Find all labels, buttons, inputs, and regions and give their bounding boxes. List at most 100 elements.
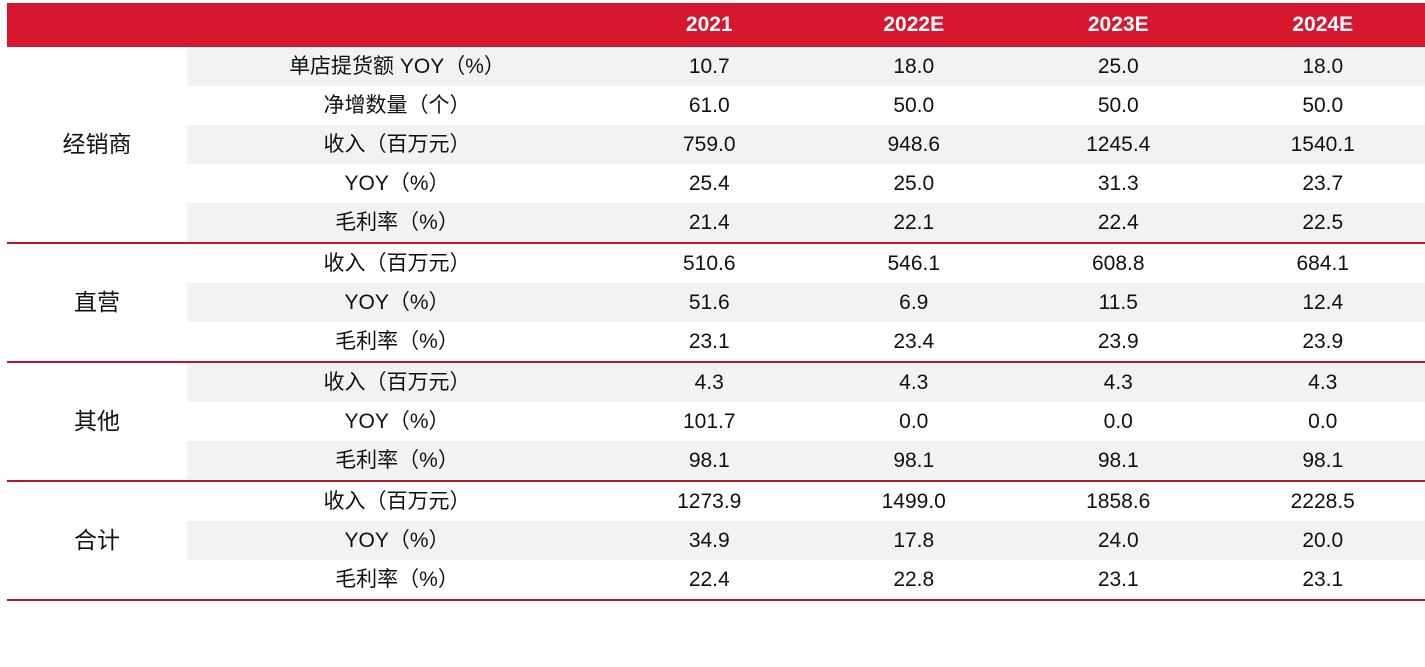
- value-cell: 25.0: [893, 172, 935, 195]
- value-cell: 23.1: [1302, 568, 1344, 591]
- metric-label: 净增数量（个）: [323, 94, 471, 117]
- metric-label: 单店提货额 YOY（%）: [187, 47, 607, 86]
- value-cell: 24.0: [1016, 521, 1221, 560]
- metric-label: 收入（百万元）: [323, 252, 471, 275]
- value-cell: 22.8: [893, 568, 935, 591]
- table-row: 直营 收入（百万元） 510.6 546.1 608.8 684.1: [7, 243, 1425, 362]
- table-row: 收入（百万元） 759.0 948.6 1245.4 1540.1: [7, 125, 1425, 164]
- value-cell: 101.7: [682, 410, 736, 433]
- table-row: YOY（%） 34.9 17.8 24.0 20.0: [7, 521, 1425, 560]
- value-cell: 21.4: [607, 203, 812, 243]
- value-cell: 34.9: [607, 521, 812, 560]
- metric-label: 毛利率（%）: [335, 568, 459, 591]
- value-cell: 50.0: [893, 94, 935, 117]
- value-cell: 18.0: [811, 47, 1016, 86]
- table-row: 净增数量（个） 61.0 50.0 50.0 50.0: [7, 86, 1425, 125]
- header-year-2022e: 2022E: [883, 13, 945, 36]
- value-cell: 98.1: [1220, 441, 1425, 481]
- value-cell: 4.3: [607, 362, 812, 402]
- segment-label: 直营: [7, 243, 187, 362]
- value-cell: 22.4: [1016, 203, 1221, 243]
- table-row: 毛利率（%） 98.1 98.1 98.1 98.1: [7, 441, 1425, 481]
- segment-group-total: 合计 收入（百万元） 1273.9 1499.0 1858.6 2228.5 Y…: [7, 481, 1425, 600]
- metric-label: 收入（百万元）: [187, 125, 607, 164]
- value-cell: 98.1: [1016, 441, 1221, 481]
- value-cell: 17.8: [811, 521, 1016, 560]
- value-cell: 25.0: [1016, 47, 1221, 86]
- value-cell: 1245.4: [1016, 125, 1221, 164]
- table-row: 毛利率（%） 21.4 22.1 22.4 22.5: [7, 203, 1425, 243]
- value-cell: 20.0: [1220, 521, 1425, 560]
- value-cell: 608.8: [1091, 252, 1145, 275]
- value-cell: 23.4: [893, 330, 935, 353]
- value-cell: 23.9: [1097, 330, 1139, 353]
- value-cell: 50.0: [1097, 94, 1139, 117]
- value-cell: 25.4: [688, 172, 730, 195]
- table-header: 2021 2022E 2023E 2024E: [7, 3, 1425, 47]
- segment-label: 合计: [7, 481, 187, 600]
- value-cell: 6.9: [811, 283, 1016, 322]
- value-cell: 4.3: [1016, 362, 1221, 402]
- value-cell: 948.6: [811, 125, 1016, 164]
- header-year-2024e: 2024E: [1292, 13, 1354, 36]
- table-row: 毛利率（%） 23.1 23.4 23.9 23.9: [7, 322, 1425, 362]
- table-row: YOY（%） 25.4 25.0 31.3 23.7: [7, 164, 1425, 203]
- header-metric-cell: [187, 3, 607, 47]
- value-cell: 0.0: [1308, 410, 1338, 433]
- header-year-2021: 2021: [685, 13, 733, 36]
- value-cell: 1858.6: [1086, 490, 1151, 513]
- header-segment-cell: [7, 3, 187, 47]
- value-cell: 1540.1: [1220, 125, 1425, 164]
- value-cell: 61.0: [688, 94, 730, 117]
- table-row: 毛利率（%） 22.4 22.8 23.1 23.1: [7, 560, 1425, 600]
- value-cell: 98.1: [811, 441, 1016, 481]
- metric-label: 收入（百万元）: [323, 490, 471, 513]
- table-row: 其他 收入（百万元） 4.3 4.3 4.3 4.3: [7, 362, 1425, 481]
- metric-label: YOY（%）: [344, 410, 450, 433]
- value-cell: 1273.9: [677, 490, 742, 513]
- value-cell: 18.0: [1220, 47, 1425, 86]
- metric-label: 收入（百万元）: [187, 362, 607, 402]
- value-cell: 684.1: [1296, 252, 1350, 275]
- value-cell: 23.1: [688, 330, 730, 353]
- segment-label: 经销商: [7, 47, 187, 243]
- metric-label: 毛利率（%）: [187, 203, 607, 243]
- metric-label: YOY（%）: [187, 521, 607, 560]
- metric-label: YOY（%）: [187, 283, 607, 322]
- value-cell: 51.6: [607, 283, 812, 322]
- value-cell: 2228.5: [1290, 490, 1355, 513]
- segment-group-other: 其他 收入（百万元） 4.3 4.3 4.3 4.3 YOY（%） 101.7 …: [7, 362, 1425, 481]
- value-cell: 0.0: [899, 410, 929, 433]
- value-cell: 22.4: [688, 568, 730, 591]
- value-cell: 759.0: [607, 125, 812, 164]
- value-cell: 0.0: [1103, 410, 1133, 433]
- value-cell: 546.1: [887, 252, 941, 275]
- value-cell: 22.1: [811, 203, 1016, 243]
- value-cell: 4.3: [1220, 362, 1425, 402]
- table-row: YOY（%） 51.6 6.9 11.5 12.4: [7, 283, 1425, 322]
- header-row: 2021 2022E 2023E 2024E: [7, 3, 1425, 47]
- table-row: YOY（%） 101.7 0.0 0.0 0.0: [7, 402, 1425, 441]
- value-cell: 1499.0: [881, 490, 946, 513]
- metric-label: 毛利率（%）: [335, 330, 459, 353]
- value-cell: 10.7: [607, 47, 812, 86]
- revenue-forecast-table-container: 2021 2022E 2023E 2024E 经销商 单店提货额 YOY（%） …: [7, 3, 1425, 601]
- value-cell: 510.6: [682, 252, 736, 275]
- table-row: 经销商 单店提货额 YOY（%） 10.7 18.0 25.0 18.0: [7, 47, 1425, 243]
- value-cell: 12.4: [1220, 283, 1425, 322]
- value-cell: 50.0: [1302, 94, 1344, 117]
- value-cell: 4.3: [811, 362, 1016, 402]
- metric-label: YOY（%）: [344, 172, 450, 195]
- value-cell: 31.3: [1097, 172, 1139, 195]
- metric-label: 毛利率（%）: [187, 441, 607, 481]
- header-year-2023e: 2023E: [1087, 13, 1149, 36]
- value-cell: 11.5: [1016, 283, 1221, 322]
- value-cell: 23.1: [1097, 568, 1139, 591]
- value-cell: 22.5: [1220, 203, 1425, 243]
- value-cell: 23.9: [1302, 330, 1344, 353]
- table-row: 合计 收入（百万元） 1273.9 1499.0 1858.6 2228.5: [7, 481, 1425, 600]
- segment-label: 其他: [7, 362, 187, 481]
- value-cell: 23.7: [1302, 172, 1344, 195]
- segment-group-distributor: 经销商 单店提货额 YOY（%） 10.7 18.0 25.0 18.0 净增数…: [7, 47, 1425, 243]
- value-cell: 98.1: [607, 441, 812, 481]
